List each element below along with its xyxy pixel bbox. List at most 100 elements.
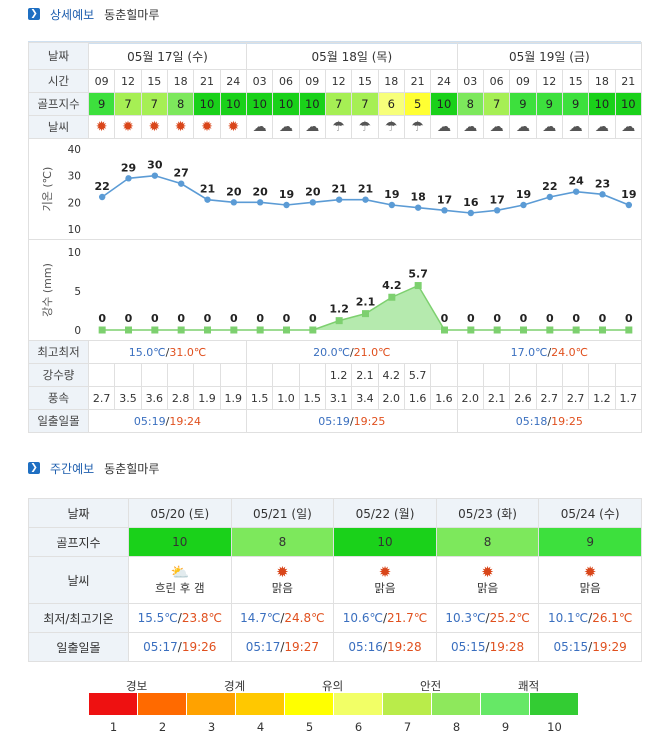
weather-cell: ☂ xyxy=(377,115,405,139)
weekly-min-temp: 14.7℃ xyxy=(240,611,281,625)
temperature-tick-label: 40 xyxy=(68,144,81,156)
weather-cell: ☂ xyxy=(351,115,379,139)
rain-cell xyxy=(140,363,168,387)
wind-cell: 3.6 xyxy=(140,386,168,410)
wind-cell: 1.2 xyxy=(588,386,616,410)
golf-index-cell: 7 xyxy=(114,92,142,116)
wind-cell: 2.7 xyxy=(535,386,563,410)
temperature-point xyxy=(440,207,448,214)
rain-cell xyxy=(482,363,511,387)
weekly-sunset-time: 19:26 xyxy=(181,640,217,654)
temperature-point xyxy=(361,196,369,203)
golf-index-cell: 6 xyxy=(377,92,405,116)
precipitation-tick-label: 5 xyxy=(74,286,81,298)
weather-cell: ☁ xyxy=(245,115,274,139)
rain-cell xyxy=(114,363,142,387)
weekly-sun-cell: 05:17/19:26 xyxy=(128,632,232,662)
weekly-weather-text: 흐린 후 갬 xyxy=(154,581,205,595)
wind-cell: 1.7 xyxy=(614,386,642,410)
separator: / xyxy=(280,611,285,625)
precipitation-point xyxy=(440,326,448,334)
weekly-sunset-time: 19:28 xyxy=(489,640,525,654)
weekly-max-temp: 26.1℃ xyxy=(592,611,633,625)
separator: / xyxy=(177,640,182,654)
precipitation-point xyxy=(545,326,553,334)
weather-cell: ☁ xyxy=(482,115,511,139)
temperature-value-label: 21 xyxy=(357,183,372,196)
separator: / xyxy=(485,640,490,654)
weekly-temp-cell: 10.1℃/26.1℃ xyxy=(538,603,642,633)
precipitation-point xyxy=(98,326,106,334)
wind-cell: 2.1 xyxy=(482,386,511,410)
temperature-point xyxy=(98,193,105,201)
golf-index-cell: 7 xyxy=(351,92,379,116)
temperature-value-label: 20 xyxy=(252,185,268,198)
separator: / xyxy=(280,640,285,654)
precipitation-axis-cell: 강수 (mm) 0 5 10 xyxy=(28,239,89,341)
sun-icon: ✹ xyxy=(201,119,213,135)
cloud-rain-icon: ☂ xyxy=(332,119,345,135)
weekly-sunrise-time: 05:15 xyxy=(553,640,589,654)
wind-cell: 2.8 xyxy=(166,386,195,410)
section-detail-place: 동춘힐마루 xyxy=(104,7,160,22)
hour-cell: 24 xyxy=(430,69,458,93)
weekly-weather-cell: ⛅ 흐린 후 갬 xyxy=(128,556,232,604)
weather-cell: ☁ xyxy=(456,115,484,139)
label-rain: 강수량 xyxy=(28,363,89,387)
weekly-temp-cell: 10.3℃/25.2℃ xyxy=(435,603,540,633)
sun-icon: ✹ xyxy=(174,119,187,135)
precipitation-value-label: 0 xyxy=(98,312,106,325)
temperature-value-label: 23 xyxy=(594,177,609,190)
day-header: 05월 19일 (금) xyxy=(456,42,642,70)
golf-index-cell: 8 xyxy=(166,92,195,116)
wind-cell: 2.7 xyxy=(561,386,590,410)
weekly-day-header: 05/23 (화) xyxy=(435,498,540,528)
sun-icon: ✹ xyxy=(227,119,240,135)
weather-cell: ☁ xyxy=(535,115,563,139)
weekly-row-weather: 날씨 ⛅ 흐린 후 갬 ✹ 맑음 ✹ 맑음 ✹ 맑음 ✹ 맑음 xyxy=(28,556,642,604)
rain-cell: 1.2 xyxy=(324,363,353,387)
golf-index-cell: 10 xyxy=(219,92,247,116)
section-detail-title: 상세예보 xyxy=(50,7,95,22)
weekly-sunrise-time: 05:17 xyxy=(143,640,178,654)
precipitation-point xyxy=(361,310,369,318)
precipitation-value-label: 0 xyxy=(203,312,211,325)
precipitation-value-label: 4.2 xyxy=(382,279,402,292)
sun-icon: ✹ xyxy=(276,563,289,581)
row-sun: 일출일몰 05:19/19:24 05:19/19:25 05:18/19:25 xyxy=(28,409,642,433)
golf-index-cell: 7 xyxy=(482,92,511,116)
weather-cell: ☂ xyxy=(403,115,432,139)
hour-cell: 09 xyxy=(509,69,537,93)
precipitation-value-label: 0 xyxy=(282,312,290,325)
weather-cell: ☁ xyxy=(272,115,300,139)
rain-cell xyxy=(456,363,484,387)
separator: / xyxy=(165,414,170,428)
precipitation-area xyxy=(101,285,629,330)
weekly-max-temp: 24.8℃ xyxy=(284,611,325,625)
hour-cell: 09 xyxy=(298,69,326,93)
temperature-point xyxy=(335,196,342,203)
wind-cell: 1.6 xyxy=(430,386,458,410)
temperature-value-label: 29 xyxy=(120,161,135,174)
weekly-weather-cell: ✹ 맑음 xyxy=(333,556,437,604)
hour-cell: 06 xyxy=(482,69,511,93)
temperature-point xyxy=(177,180,184,187)
precipitation-axis-label: 강수 (mm) xyxy=(41,263,54,317)
weekly-sun-cell: 05:17/19:27 xyxy=(230,632,335,662)
section-weekly-header: ❯ 주간예보 동춘힐마루 xyxy=(28,458,159,478)
legend-label: 쾌적 xyxy=(518,679,540,693)
precipitation-row: 강수 (mm) 0 5 10 0 0 0 0 0 0 0 0 0 1.2 2.1 4.2 5.7 0 0 0 0 0 0 0 0 xyxy=(28,239,642,341)
temperature-point xyxy=(309,199,316,206)
sunrise-sunset-cell: 05:19/19:24 xyxy=(88,409,247,433)
sunset-time: 19:25 xyxy=(551,414,583,428)
temperature-point xyxy=(124,175,132,182)
legend-swatch xyxy=(530,693,579,715)
temperature-value-label: 19 xyxy=(515,188,530,201)
weekly-day-header: 05/24 (수) xyxy=(538,498,642,528)
weather-cell: ☁ xyxy=(430,115,458,139)
weekly-row-sun: 일출일몰 05:17/19:26 05:17/19:27 05:16/19:28 05:… xyxy=(28,632,642,662)
cloud-icon: ☁ xyxy=(542,119,557,135)
temperature-point xyxy=(388,201,395,209)
sunrise-sunset-cell: 05:18/19:25 xyxy=(456,409,642,433)
hour-cell: 21 xyxy=(614,69,642,93)
